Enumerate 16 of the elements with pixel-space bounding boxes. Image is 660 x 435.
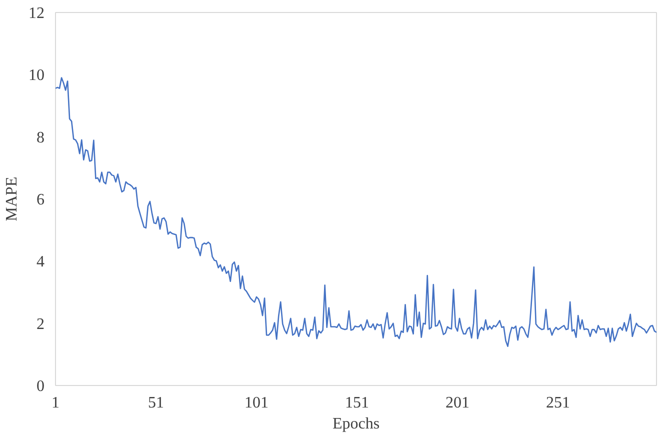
y-tick-label: 2 <box>36 316 44 333</box>
y-tick-label: 4 <box>36 254 44 271</box>
y-tick-label: 0 <box>36 378 44 395</box>
x-axis-title: Epochs <box>332 416 380 432</box>
x-tick-label: 151 <box>345 394 370 412</box>
x-tick-label: 51 <box>148 394 164 412</box>
y-tick-label: 12 <box>28 5 44 22</box>
y-tick-label: 8 <box>36 129 44 146</box>
x-tick-label: 251 <box>546 394 570 412</box>
y-tick-label: 6 <box>36 192 44 208</box>
x-tick-label: 201 <box>446 394 470 412</box>
y-tick-label: 10 <box>28 67 44 84</box>
x-tick-label: 101 <box>244 394 269 412</box>
y-axis-title: MAPE <box>4 176 20 222</box>
line-series <box>56 77 656 347</box>
x-tick-label: 1 <box>52 394 60 412</box>
